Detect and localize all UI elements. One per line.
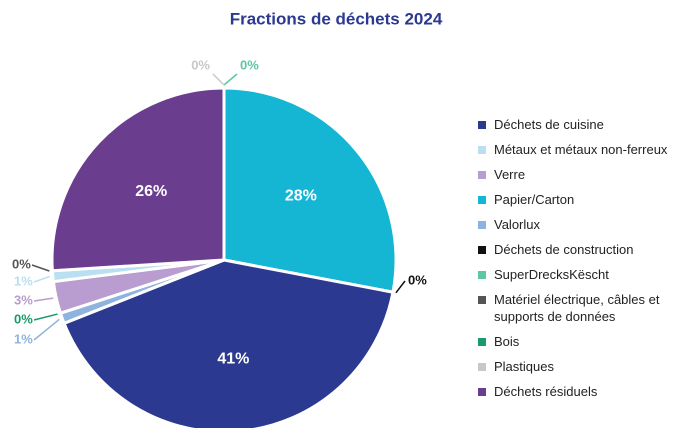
value-label: 0% [14,311,33,326]
legend-label: Valorlux [494,217,541,232]
legend-swatch [478,246,486,254]
legend-swatch [478,196,486,204]
legend-item: Plastiques [478,358,674,375]
legend-label: Bois [494,334,520,349]
value-label: 1% [14,331,33,346]
legend-item: SuperDrecksKëscht [478,266,674,283]
legend-swatch [478,271,486,279]
legend-label: Verre [494,167,526,182]
leader-line [33,297,54,302]
legend-swatch [478,221,486,229]
legend-swatch [478,146,486,154]
leader-line [212,73,225,86]
chart-title: Fractions de déchets 2024 [230,9,443,28]
legend-item: Verre [478,166,674,183]
value-label: 28% [285,188,317,205]
legend-swatch [478,363,486,371]
pie-slice [50,86,226,273]
value-label: 3% [14,292,33,307]
legend-label: Déchets de construction [494,242,634,257]
legend-item: Bois [478,333,674,350]
value-label: 0% [240,57,259,72]
leader-line [395,280,406,294]
leader-line [33,318,60,341]
legend-swatch [478,296,486,304]
legend-item: Déchets résiduels [478,383,674,400]
legend-item: Déchets de construction [478,241,674,258]
legend-item: Métaux et métaux non-ferreux [478,141,674,158]
value-label: 1% [14,273,33,288]
legend-label: SuperDrecksKëscht [494,267,609,282]
legend-label: Déchets résiduels [494,384,598,399]
legend-label: Papier/Carton [494,192,575,207]
pie-slice [62,258,395,428]
legend-label: Métaux et métaux non-ferreux [494,142,668,157]
value-label: 26% [135,183,167,200]
value-label: 41% [217,351,249,368]
legend-swatch [478,388,486,396]
legend: Déchets de cuisine Métaux et métaux non-f… [478,116,674,408]
legend-swatch [478,171,486,179]
legend-item: Déchets de cuisine [478,116,674,133]
legend-item: Papier/Carton [478,191,674,208]
leader-line [223,73,238,86]
legend-label: Matériel électrique, câbles et supports … [494,292,660,324]
value-label: 0% [12,256,31,271]
legend-label: Déchets de cuisine [494,117,604,132]
value-label: 0% [408,272,427,287]
pie-slice [222,86,398,294]
legend-label: Plastiques [494,359,554,374]
legend-item: Matériel électrique, câbles et supports … [478,291,674,325]
leader-line [33,313,58,321]
legend-item: Valorlux [478,216,674,233]
legend-swatch [478,338,486,346]
value-label: 0% [191,57,210,72]
leader-line [33,275,51,283]
legend-swatch [478,121,486,129]
leader-line [31,264,50,272]
